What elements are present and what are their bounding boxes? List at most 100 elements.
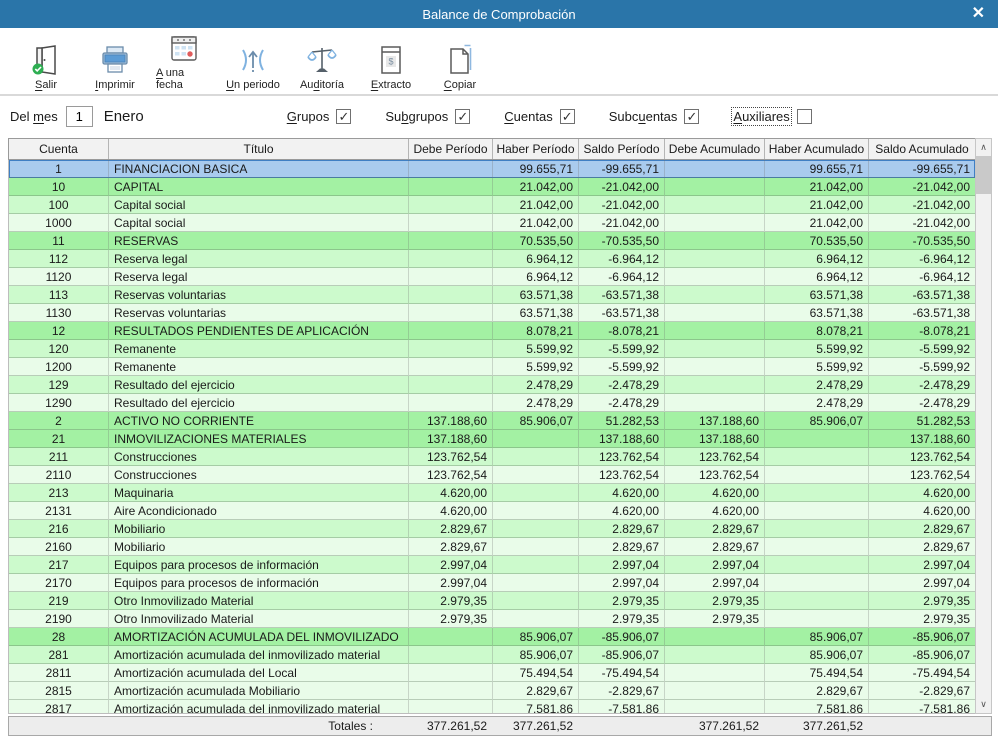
table-row[interactable]: 2160 Mobiliario 2.829,67 2.829,67 2.829,67 2.… <box>9 538 975 556</box>
cell-haber_periodo <box>493 484 579 502</box>
toolbar-imprimir-label: Imprimir <box>95 79 135 91</box>
table-row[interactable]: 120 Remanente 5.599,92 -5.599,92 5.599,92 -5.… <box>9 340 975 358</box>
cell-haber_periodo <box>493 556 579 574</box>
table-row[interactable]: 12 RESULTADOS PENDIENTES DE APLICACIÓN 8.0… <box>9 322 975 340</box>
cell-cuenta: 1130 <box>9 304 109 322</box>
cell-haber_acumulado <box>765 610 869 628</box>
table-row[interactable]: 28 AMORTIZACIÓN ACUMULADA DEL INMOVILIZAD… <box>9 628 975 646</box>
table-row[interactable]: 213 Maquinaria 4.620,00 4.620,00 4.620,00 4.6… <box>9 484 975 502</box>
table-row[interactable]: 2 ACTIVO NO CORRIENTE 137.188,60 85.906,07 5… <box>9 412 975 430</box>
cell-haber_acumulado <box>765 574 869 592</box>
cell-cuenta: 113 <box>9 286 109 304</box>
cell-saldo_acumulado: -63.571,38 <box>869 286 975 304</box>
cell-saldo_periodo: -70.535,50 <box>579 232 665 250</box>
toolbar-imprimir-button[interactable]: Imprimir <box>87 43 143 91</box>
cell-haber_acumulado <box>765 556 869 574</box>
table-row[interactable]: 211 Construcciones 123.762,54 123.762,54 123… <box>9 448 975 466</box>
cell-debe_acumulado <box>665 628 765 646</box>
vertical-scrollbar[interactable]: ∧ ∨ <box>975 138 992 714</box>
table-row[interactable]: 219 Otro Inmovilizado Material 2.979,35 2.9… <box>9 592 975 610</box>
toolbar-un-periodo-button[interactable]: Un periodo <box>225 43 281 91</box>
column-header-debe_periodo: Debe Período <box>409 139 493 159</box>
toolbar-a-una-fecha-label: A una fecha <box>156 67 185 91</box>
checkbox-cuentas[interactable]: Cuentas ✓ <box>504 108 575 124</box>
cell-haber_acumulado: 21.042,00 <box>765 196 869 214</box>
table-row[interactable]: 10 CAPITAL 21.042,00 -21.042,00 21.042,00 -21… <box>9 178 975 196</box>
table-row[interactable]: 1200 Remanente 5.599,92 -5.599,92 5.599,92 -5… <box>9 358 975 376</box>
cell-titulo: Mobiliario <box>109 538 409 556</box>
table-row[interactable]: 1000 Capital social 21.042,00 -21.042,00 21.… <box>9 214 975 232</box>
close-icon[interactable]: ✕ <box>971 5 985 22</box>
table-row[interactable]: 2811 Amortización acumulada del Local 75.4… <box>9 664 975 682</box>
cell-haber_periodo <box>493 610 579 628</box>
table-row[interactable]: 113 Reservas voluntarias 63.571,38 -63.571,… <box>9 286 975 304</box>
cell-titulo: RESERVAS <box>109 232 409 250</box>
table-row[interactable]: 21 INMOVILIZACIONES MATERIALES 137.188,60 1… <box>9 430 975 448</box>
toolbar-extracto-label: Extracto <box>370 79 412 91</box>
toolbar-auditoria-button[interactable]: Auditoría <box>294 43 350 91</box>
cell-titulo: Aire Acondicionado <box>109 502 409 520</box>
table-row[interactable]: 2131 Aire Acondicionado 4.620,00 4.620,00 4.… <box>9 502 975 520</box>
table-row[interactable]: 2817 Amortización acumulada del inmoviliz… <box>9 700 975 714</box>
cell-saldo_acumulado: 2.829,67 <box>869 520 975 538</box>
table-row[interactable]: 2815 Amortización acumulada Mobiliario 2.8… <box>9 682 975 700</box>
checkbox-subgrupos-box[interactable]: ✓ <box>455 108 471 124</box>
table-row[interactable]: 2110 Construcciones 123.762,54 123.762,54 12… <box>9 466 975 484</box>
table-row[interactable]: 112 Reserva legal 6.964,12 -6.964,12 6.964,1… <box>9 250 975 268</box>
cell-saldo_acumulado: 2.829,67 <box>869 538 975 556</box>
toolbar-extracto-button[interactable]: $ Extracto <box>363 43 419 91</box>
cell-debe_acumulado <box>665 268 765 286</box>
cell-saldo_periodo: -5.599,92 <box>579 358 665 376</box>
checkbox-auxiliares-box[interactable] <box>796 108 812 124</box>
cell-debe_acumulado: 2.997,04 <box>665 574 765 592</box>
cell-haber_periodo: 6.964,12 <box>493 250 579 268</box>
cell-cuenta: 2131 <box>9 502 109 520</box>
checkbox-auxiliares[interactable]: Auxiliares <box>731 106 812 126</box>
cell-debe_acumulado: 2.829,67 <box>665 520 765 538</box>
cell-saldo_acumulado: -5.599,92 <box>869 358 975 376</box>
table-row[interactable]: 1290 Resultado del ejercicio 2.478,29 -2.47… <box>9 394 975 412</box>
cell-saldo_periodo: -6.964,12 <box>579 268 665 286</box>
checkbox-subcuentas-box[interactable]: ✓ <box>684 108 700 124</box>
checkbox-grupos[interactable]: Grupos ✓ <box>287 108 352 124</box>
cell-titulo: Amortización acumulada del Local <box>109 664 409 682</box>
cell-saldo_periodo: -75.494,54 <box>579 664 665 682</box>
printer-icon <box>98 43 132 77</box>
cell-haber_acumulado: 70.535,50 <box>765 232 869 250</box>
table-row[interactable]: 1120 Reserva legal 6.964,12 -6.964,12 6.964,… <box>9 268 975 286</box>
table-row[interactable]: 281 Amortización acumulada del inmoviliza… <box>9 646 975 664</box>
cell-titulo: Amortización acumulada del inmovilizado … <box>109 646 409 664</box>
cell-debe_acumulado <box>665 286 765 304</box>
toolbar-a-una-fecha-button[interactable]: A una fecha <box>156 31 212 91</box>
cell-saldo_acumulado: -7.581,86 <box>869 700 975 714</box>
checkbox-subgrupos[interactable]: Subgrupos ✓ <box>385 108 471 124</box>
table-row[interactable]: 2170 Equipos para procesos de información… <box>9 574 975 592</box>
table-row[interactable]: 100 Capital social 21.042,00 -21.042,00 21.0… <box>9 196 975 214</box>
checkbox-cuentas-box[interactable]: ✓ <box>559 108 575 124</box>
cell-haber_acumulado <box>765 538 869 556</box>
table-row[interactable]: 216 Mobiliario 2.829,67 2.829,67 2.829,67 2.8… <box>9 520 975 538</box>
table-row[interactable]: 217 Equipos para procesos de información 2… <box>9 556 975 574</box>
checkbox-grupos-box[interactable]: ✓ <box>336 108 352 124</box>
totals-end-spacer <box>976 717 991 735</box>
table-row[interactable]: 11 RESERVAS 70.535,50 -70.535,50 70.535,50 -7… <box>9 232 975 250</box>
cell-cuenta: 2817 <box>9 700 109 713</box>
table-row[interactable]: 1 FINANCIACION BASICA 99.655,71 -99.655,71 9… <box>9 160 975 178</box>
table-row[interactable]: 1130 Reservas voluntarias 63.571,38 -63.571… <box>9 304 975 322</box>
cell-debe_periodo <box>409 214 493 232</box>
scroll-down-icon[interactable]: ∨ <box>976 696 991 713</box>
cell-haber_periodo <box>493 574 579 592</box>
scrollbar-thumb[interactable] <box>976 156 991 194</box>
toolbar-salir-button[interactable]: Salir <box>18 43 74 91</box>
toolbar-copiar-label: Copiar <box>443 79 477 91</box>
cell-cuenta: 219 <box>9 592 109 610</box>
cell-haber_acumulado: 5.599,92 <box>765 340 869 358</box>
table-row[interactable]: 2190 Otro Inmovilizado Material 2.979,35 2.… <box>9 610 975 628</box>
scroll-up-icon[interactable]: ∧ <box>976 139 991 156</box>
checkbox-subcuentas[interactable]: Subcuentas ✓ <box>609 108 700 124</box>
cell-saldo_acumulado: 4.620,00 <box>869 484 975 502</box>
toolbar-copiar-button[interactable]: Copiar <box>432 43 488 91</box>
month-input[interactable] <box>65 105 93 127</box>
table-row[interactable]: 129 Resultado del ejercicio 2.478,29 -2.478… <box>9 376 975 394</box>
column-header-cuenta: Cuenta <box>9 139 109 159</box>
